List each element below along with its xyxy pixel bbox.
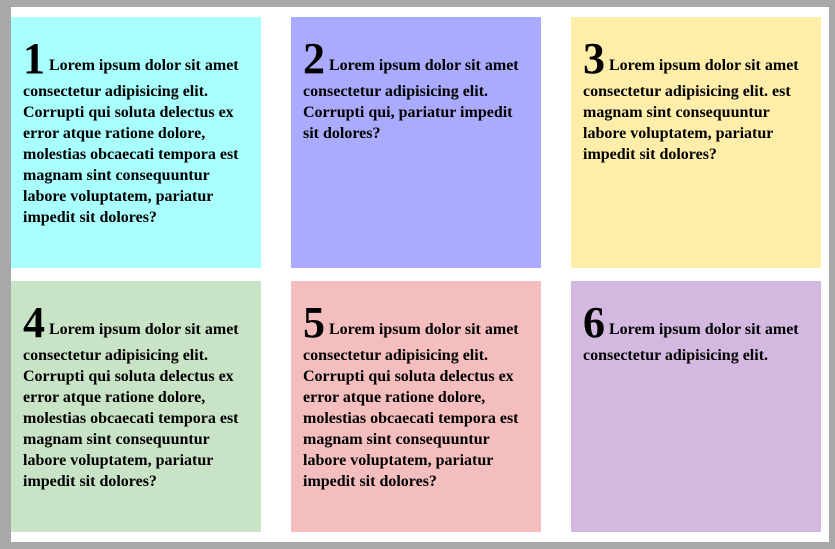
card-6: 6 Lorem ipsum dolor sit amet consectetur … [571,281,821,532]
card-number: 1 [23,34,45,83]
card-number: 5 [303,298,325,347]
card-number: 3 [583,34,605,83]
card-5: 5 Lorem ipsum dolor sit amet consectetur … [291,281,541,532]
card-grid: 1 Lorem ipsum dolor sit amet consectetur … [11,17,821,532]
card-number: 4 [23,298,45,347]
card-3: 3 Lorem ipsum dolor sit amet consectetur … [571,17,821,268]
card-text: Lorem ipsum dolor sit amet consectetur a… [303,321,519,490]
card-number: 6 [583,298,605,347]
card-2: 2 Lorem ipsum dolor sit amet consectetur … [291,17,541,268]
card-4: 4 Lorem ipsum dolor sit amet consectetur … [11,281,261,532]
card-text: Lorem ipsum dolor sit amet consectetur a… [303,57,519,142]
card-text: Lorem ipsum dolor sit amet consectetur a… [23,321,239,490]
card-text: Lorem ipsum dolor sit amet consectetur a… [583,57,799,163]
card-text: Lorem ipsum dolor sit amet consectetur a… [583,321,799,364]
card-text: Lorem ipsum dolor sit amet consectetur a… [23,57,239,226]
card-1: 1 Lorem ipsum dolor sit amet consectetur … [11,17,261,268]
card-number: 2 [303,34,325,83]
